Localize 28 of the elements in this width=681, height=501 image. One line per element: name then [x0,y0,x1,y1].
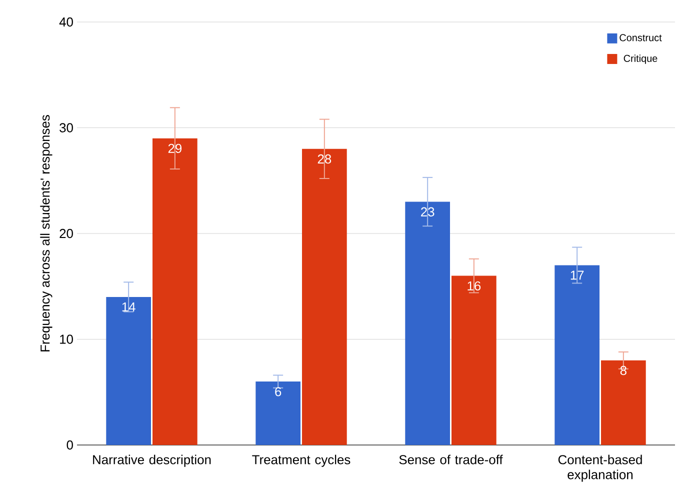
legend-label: Critique [624,54,658,64]
bar [106,296,152,445]
data-label: 6 [275,387,282,396]
data-label: 8 [620,366,626,376]
bar [405,202,450,445]
data-label: 23 [421,207,434,216]
x-tick-label: Content-based explanation [558,454,642,482]
y-tick-label: 0 [66,440,73,450]
y-axis-title: Frequency across all students' responses [40,115,52,352]
y-tick-label: 40 [59,17,73,27]
bar [601,360,646,445]
data-label: 28 [318,154,332,164]
data-label: 14 [122,302,136,312]
y-tick-label: 20 [60,228,73,238]
y-tick-label: 30 [60,123,73,132]
bar [452,276,496,445]
bar [554,265,600,445]
x-tick-label: Sense of trade-off [399,454,503,464]
data-label: 29 [168,144,182,154]
legend-label: Construct [620,34,662,42]
data-label: 16 [468,281,481,290]
data-label: 17 [570,270,584,280]
x-tick-label: Treatment cycles [252,454,350,467]
y-tick-label: 10 [60,334,73,344]
bar [302,148,347,445]
x-tick-label: Narrative description [93,454,211,467]
bar [152,138,198,445]
bar [256,382,301,445]
